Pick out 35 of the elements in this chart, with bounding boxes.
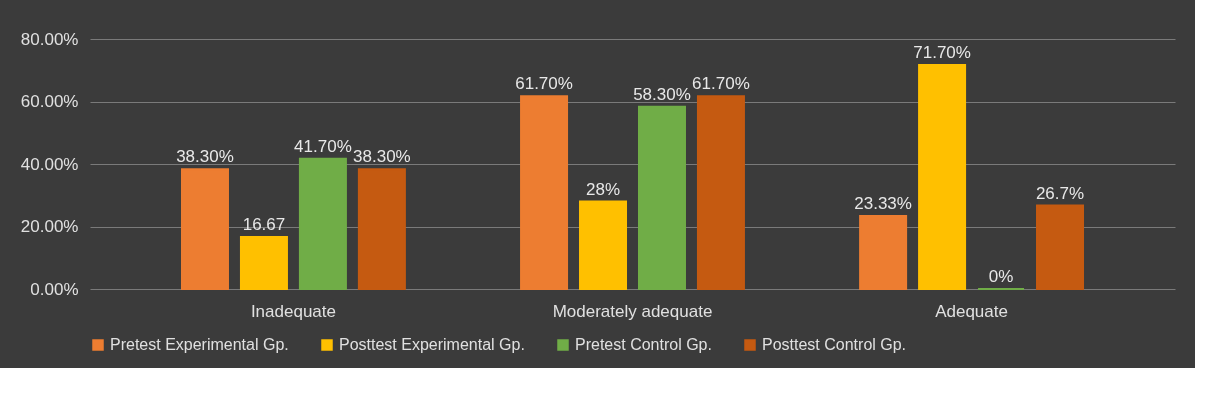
data-label: 23.33% (854, 194, 912, 214)
bar (239, 235, 288, 290)
bar (520, 95, 569, 290)
y-tick-label: 80.00% (20, 29, 79, 49)
data-label: 38.30% (176, 147, 234, 167)
bar (180, 168, 229, 290)
x-tick-label: Adequate (935, 301, 1008, 321)
y-tick-label: 0.00% (30, 279, 79, 299)
data-label: 16.67 (242, 214, 286, 234)
data-label: 71.70% (913, 42, 971, 62)
bar (918, 63, 967, 290)
data-label: 58.30% (633, 84, 691, 104)
x-tick-label: Moderately adequate (552, 301, 713, 321)
bar (637, 105, 686, 290)
data-label: 61.70% (515, 74, 573, 94)
data-label: 41.70% (294, 136, 352, 156)
bar (859, 215, 908, 290)
y-tick-label: 40.00% (20, 154, 79, 174)
data-label: 61.70% (692, 74, 750, 94)
bar (1036, 204, 1085, 290)
x-tick-label: Inadequate (250, 301, 336, 321)
data-label: 26.7% (1035, 183, 1085, 203)
legend-label: Pretest Control Gp. (575, 336, 712, 353)
bar (579, 200, 628, 290)
bar (696, 95, 745, 290)
legend-label: Posttest Experimental Gp. (339, 336, 525, 353)
legend-label: Pretest Experimental Gp. (110, 336, 289, 353)
data-label: 38.30% (353, 147, 411, 167)
legend-label: Posttest Control Gp. (762, 336, 907, 353)
y-tick-label: 60.00% (20, 92, 79, 111)
y-tick-label: 20.00% (20, 217, 79, 236)
bar (298, 157, 347, 290)
bar (357, 168, 406, 290)
data-label: 28% (586, 179, 621, 199)
data-label: 0% (988, 267, 1014, 286)
